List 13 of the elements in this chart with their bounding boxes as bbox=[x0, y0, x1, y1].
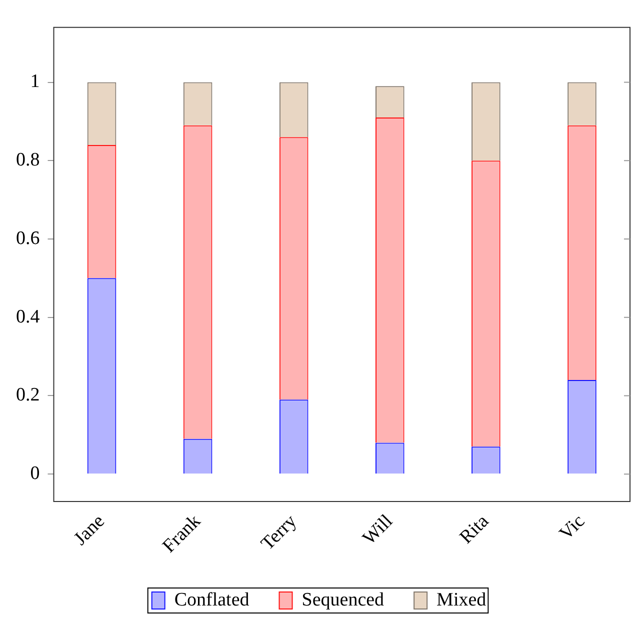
y-tick-label: 0.2 bbox=[16, 384, 40, 406]
x-tick-label: Rita bbox=[456, 510, 494, 548]
y-tick-label: 0.6 bbox=[16, 228, 40, 249]
y-tick-label: 1 bbox=[30, 71, 40, 92]
y-tick-label: 0 bbox=[30, 463, 40, 484]
legend-label: Sequenced bbox=[302, 589, 385, 610]
y-tick-label: 0.8 bbox=[16, 150, 40, 171]
legend-label: Mixed bbox=[436, 589, 487, 610]
y-tick-label: 0.4 bbox=[16, 306, 40, 328]
x-tick-label: Jane bbox=[70, 510, 109, 550]
x-tick-label: Will bbox=[358, 510, 397, 549]
legend-label: Conflated bbox=[174, 589, 250, 610]
x-tick-label: Vic bbox=[556, 510, 590, 544]
